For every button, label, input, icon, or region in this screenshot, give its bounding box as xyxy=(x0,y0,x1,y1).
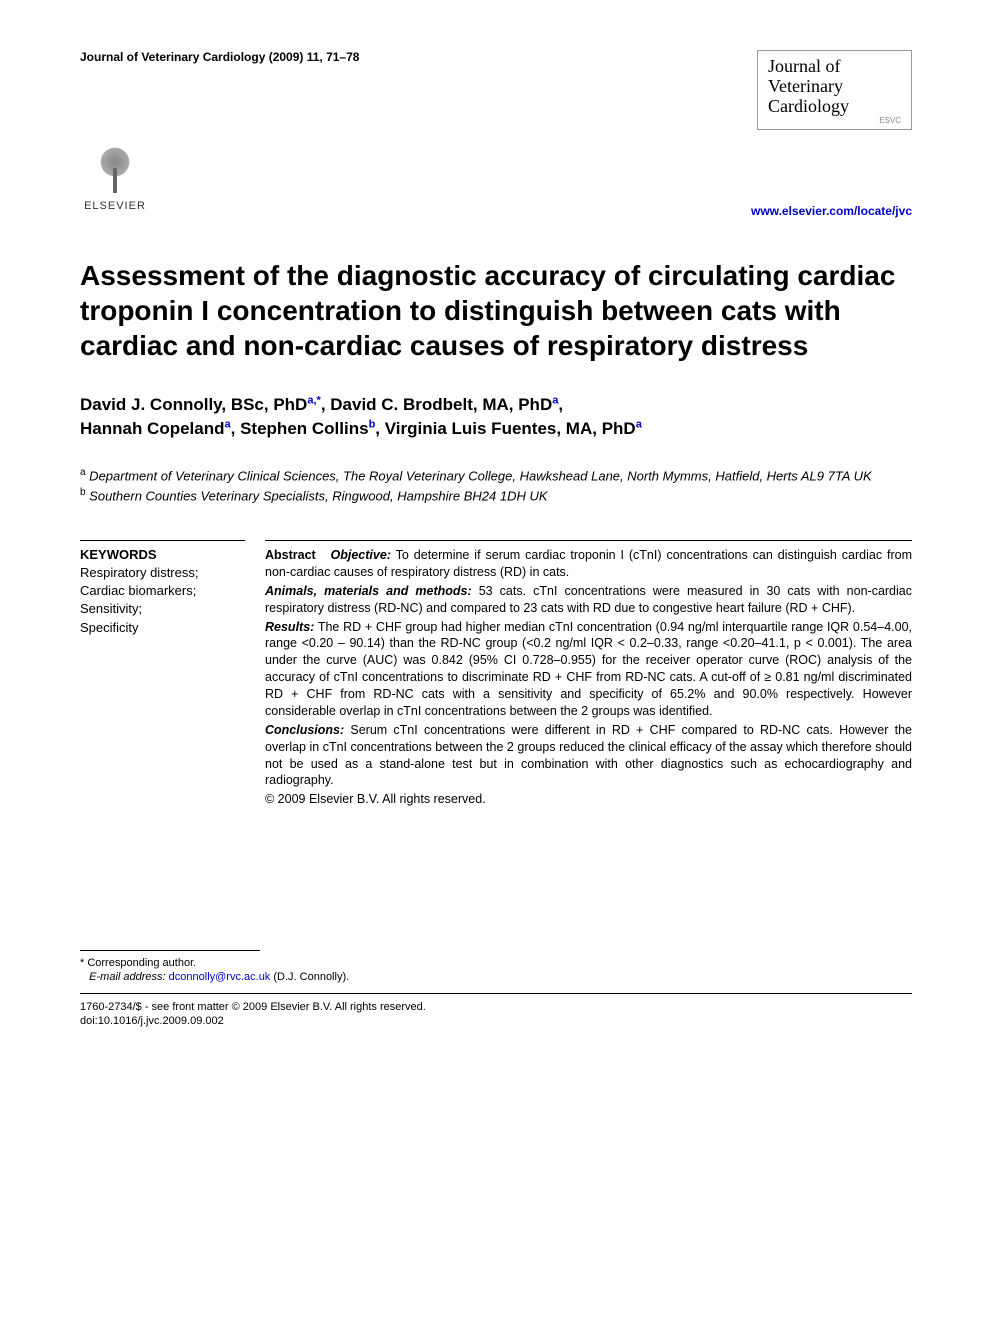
email-owner: (D.J. Connolly). xyxy=(270,971,349,983)
affiliation-b: b Southern Counties Veterinary Specialis… xyxy=(80,486,912,506)
abstract-results: Results: The RD + CHF group had higher m… xyxy=(265,619,912,720)
email-label: E-mail address: xyxy=(89,971,168,983)
keyword-item: Respiratory distress; xyxy=(80,564,245,582)
abstract-copyright: © 2009 Elsevier B.V. All rights reserved… xyxy=(265,791,912,808)
abstract-methods: Animals, materials and methods: 53 cats.… xyxy=(265,583,912,617)
corresponding-author-note: * Corresponding author. xyxy=(80,957,912,969)
front-matter-block: 1760-2734/$ - see front matter © 2009 El… xyxy=(80,1000,912,1029)
keywords-heading: KEYWORDS xyxy=(80,547,245,562)
journal-name: Journal of Veterinary Cardiology xyxy=(768,57,901,116)
article-title: Assessment of the diagnostic accuracy of… xyxy=(80,258,912,363)
sep: , xyxy=(231,419,240,438)
front-matter-text: 1760-2734/$ - see front matter © 2009 El… xyxy=(80,1000,912,1014)
publisher-name: ELSEVIER xyxy=(84,200,146,212)
keyword-item: Specificity xyxy=(80,619,245,637)
affiliations-block: a Department of Veterinary Clinical Scie… xyxy=(80,466,912,505)
abstract-box: Abstract Objective: To determine if seru… xyxy=(265,540,912,810)
journal-name-l1: Journal of xyxy=(768,56,840,76)
abstract-objective: Abstract Objective: To determine if seru… xyxy=(265,547,912,581)
author-5: Virginia Luis Fuentes, MA, PhD xyxy=(385,419,636,438)
journal-name-l2: Veterinary xyxy=(768,76,843,96)
email-line: E-mail address: dconnolly@rvc.ac.uk (D.J… xyxy=(80,971,912,983)
results-label: Results: xyxy=(265,620,314,634)
footnote-rule xyxy=(80,950,260,951)
journal-name-l3: Cardiology xyxy=(768,96,849,116)
content-row: KEYWORDS Respiratory distress; Cardiac b… xyxy=(80,540,912,810)
email-link[interactable]: dconnolly@rvc.ac.uk xyxy=(169,971,271,983)
header-row: Journal of Veterinary Cardiology (2009) … xyxy=(80,50,912,130)
abstract-label: Abstract xyxy=(265,548,316,562)
authors-block: David J. Connolly, BSc, PhDa,*, David C.… xyxy=(80,393,912,441)
sep: , xyxy=(321,395,330,414)
author-2: David C. Brodbelt, MA, PhD xyxy=(330,395,552,414)
author-1-aff: a, xyxy=(307,395,316,407)
sep: , xyxy=(558,395,563,414)
author-5-aff: a xyxy=(636,419,642,431)
citation-text: Journal of Veterinary Cardiology (2009) … xyxy=(80,50,359,64)
journal-cover-box: Journal of Veterinary Cardiology ESVC xyxy=(757,50,912,130)
objective-label: Objective: xyxy=(331,548,391,562)
methods-label: Animals, materials and methods: xyxy=(265,584,472,598)
journal-url-link[interactable]: www.elsevier.com/locate/jvc xyxy=(751,204,912,218)
affiliation-b-text: Southern Counties Veterinary Specialists… xyxy=(86,488,548,503)
keywords-box: KEYWORDS Respiratory distress; Cardiac b… xyxy=(80,540,245,810)
elsevier-logo: ELSEVIER xyxy=(80,138,150,218)
affiliation-a-text: Department of Veterinary Clinical Scienc… xyxy=(86,468,872,483)
affiliation-a: a Department of Veterinary Clinical Scie… xyxy=(80,466,912,486)
author-3: Hannah Copeland xyxy=(80,419,225,438)
sep: , xyxy=(375,419,384,438)
author-4: Stephen Collins xyxy=(240,419,368,438)
conclusions-label: Conclusions: xyxy=(265,723,344,737)
results-text: The RD + CHF group had higher median cTn… xyxy=(265,620,912,718)
abstract-conclusions: Conclusions: Serum cTnI concentrations w… xyxy=(265,722,912,790)
corresponding-label: Corresponding author. xyxy=(84,957,196,969)
author-1: David J. Connolly, BSc, PhD xyxy=(80,395,307,414)
keyword-item: Sensitivity; xyxy=(80,600,245,618)
journal-society: ESVC xyxy=(768,116,901,125)
keyword-item: Cardiac biomarkers; xyxy=(80,582,245,600)
conclusions-text: Serum cTnI concentrations were different… xyxy=(265,723,912,788)
elsevier-tree-icon xyxy=(85,138,145,198)
doi-text: doi:10.1016/j.jvc.2009.09.002 xyxy=(80,1014,912,1028)
bottom-rule xyxy=(80,993,912,994)
logo-row: ELSEVIER www.elsevier.com/locate/jvc xyxy=(80,138,912,218)
